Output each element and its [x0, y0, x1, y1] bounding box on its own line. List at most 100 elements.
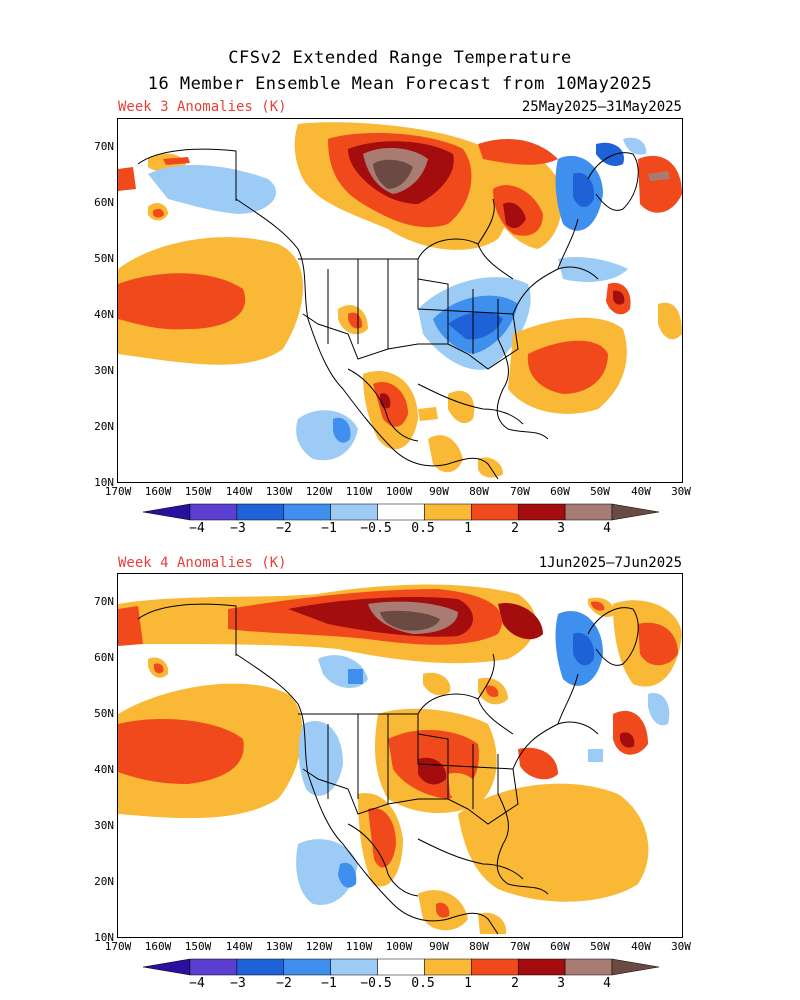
- week4-coastlines: [137, 603, 639, 935]
- lon-label: 100W: [385, 940, 413, 953]
- week4-anomaly-fields: [118, 584, 682, 934]
- lat-label: 20N: [94, 420, 114, 433]
- lat-label: 50N: [94, 707, 114, 720]
- lon-label: 70W: [510, 485, 530, 498]
- lon-label: 90W: [429, 940, 449, 953]
- lon-label: 80W: [469, 940, 489, 953]
- colorbar-segment: [330, 503, 378, 521]
- colorbar-label: −4: [189, 521, 205, 536]
- colorbar-segment: [471, 958, 519, 976]
- colorbar-segment: [330, 958, 378, 976]
- lon-label: 30W: [671, 940, 691, 953]
- colorbar-label: 4: [603, 521, 611, 536]
- lon-label: 30W: [671, 485, 691, 498]
- colorbar-label: 4: [603, 976, 611, 991]
- colorbar-label: −0.5: [360, 521, 392, 536]
- colorbar-label: 0.5: [411, 521, 435, 536]
- lon-label: 80W: [469, 485, 489, 498]
- lon-label: 150W: [184, 940, 212, 953]
- colorbar-label: 1: [464, 521, 472, 536]
- title-line-2: 16 Member Ensemble Mean Forecast from 10…: [147, 74, 653, 94]
- lat-label: 60N: [94, 196, 114, 209]
- colorbar-segment: [471, 503, 519, 521]
- colorbar-label: 2: [511, 521, 519, 536]
- colorbar-segment: [283, 958, 331, 976]
- lon-label: 170W: [104, 485, 132, 498]
- colorbar-segment: [189, 958, 238, 976]
- lon-label: 50W: [590, 940, 610, 953]
- lon-label: 120W: [305, 940, 333, 953]
- colorbar-segment: [377, 958, 425, 976]
- lon-label: 100W: [385, 485, 413, 498]
- colorbar-arrow-right: [611, 503, 660, 521]
- lat-label: 10N: [94, 931, 114, 944]
- lat-label: 50N: [94, 252, 114, 265]
- colorbar-segment: [236, 503, 285, 521]
- panel1-dates: 25May2025–31May2025: [521, 99, 682, 115]
- colorbar-segment: [517, 503, 566, 521]
- title-line-1: CFSv2 Extended Range Temperature: [228, 48, 572, 68]
- lon-label: 40W: [631, 485, 651, 498]
- lat-label: 30N: [94, 364, 114, 377]
- panel2-dates: 1Jun2025–7Jun2025: [538, 555, 682, 571]
- colorbar-label: −0.5: [360, 976, 392, 991]
- colorbar-label: −1: [321, 976, 337, 991]
- lon-label: 110W: [345, 485, 373, 498]
- colorbar-label: 3: [557, 976, 565, 991]
- week3-map: [117, 118, 683, 483]
- colorbar-segment: [236, 958, 285, 976]
- panel1-label: Week 3 Anomalies (K): [118, 99, 287, 115]
- colorbar-label: −3: [230, 976, 246, 991]
- colorbar-segment: [564, 958, 613, 976]
- colorbar-label: −3: [230, 521, 246, 536]
- week3-colorbar: [142, 503, 660, 525]
- colorbar-label: 3: [557, 521, 565, 536]
- lat-label: 70N: [94, 595, 114, 608]
- lat-label: 20N: [94, 875, 114, 888]
- colorbar-label: −4: [189, 976, 205, 991]
- lon-label: 150W: [184, 485, 212, 498]
- colorbar-segment: [189, 503, 238, 521]
- lon-label: 120W: [305, 485, 333, 498]
- colorbar-arrow-left: [142, 958, 191, 976]
- lon-label: 50W: [590, 485, 610, 498]
- lon-label: 60W: [550, 940, 570, 953]
- colorbar-label: 2: [511, 976, 519, 991]
- lon-label: 60W: [550, 485, 570, 498]
- lon-label: 130W: [265, 940, 293, 953]
- lon-label: 70W: [510, 940, 530, 953]
- lon-label: 40W: [631, 940, 651, 953]
- lon-label: 90W: [429, 485, 449, 498]
- panel2-label: Week 4 Anomalies (K): [118, 555, 287, 571]
- colorbar-segment: [283, 503, 331, 521]
- lat-label: 30N: [94, 819, 114, 832]
- colorbar-arrow-left: [142, 503, 191, 521]
- lon-label: 160W: [144, 940, 172, 953]
- week4-colorbar: [142, 958, 660, 980]
- colorbar-label: −2: [276, 521, 292, 536]
- colorbar-label: −2: [276, 976, 292, 991]
- week3-anomaly-fields: [118, 122, 682, 478]
- colorbar-arrow-right: [611, 958, 660, 976]
- lon-label: 110W: [345, 940, 373, 953]
- week3-coastlines: [137, 148, 639, 480]
- lon-label: 140W: [225, 485, 253, 498]
- lat-label: 70N: [94, 140, 114, 153]
- lon-label: 140W: [225, 940, 253, 953]
- colorbar-segment: [564, 503, 613, 521]
- lat-label: 60N: [94, 651, 114, 664]
- lat-label: 40N: [94, 763, 114, 776]
- lon-label: 160W: [144, 485, 172, 498]
- lat-label: 10N: [94, 476, 114, 489]
- colorbar-label: 0.5: [411, 976, 435, 991]
- colorbar-segment: [517, 958, 566, 976]
- colorbar-segment: [377, 503, 425, 521]
- colorbar-segment: [424, 958, 472, 976]
- lat-label: 40N: [94, 308, 114, 321]
- colorbar-label: 1: [464, 976, 472, 991]
- lon-label: 130W: [265, 485, 293, 498]
- lon-label: 170W: [104, 940, 132, 953]
- colorbar-segment: [424, 503, 472, 521]
- colorbar-label: −1: [321, 521, 337, 536]
- week4-map: [117, 573, 683, 938]
